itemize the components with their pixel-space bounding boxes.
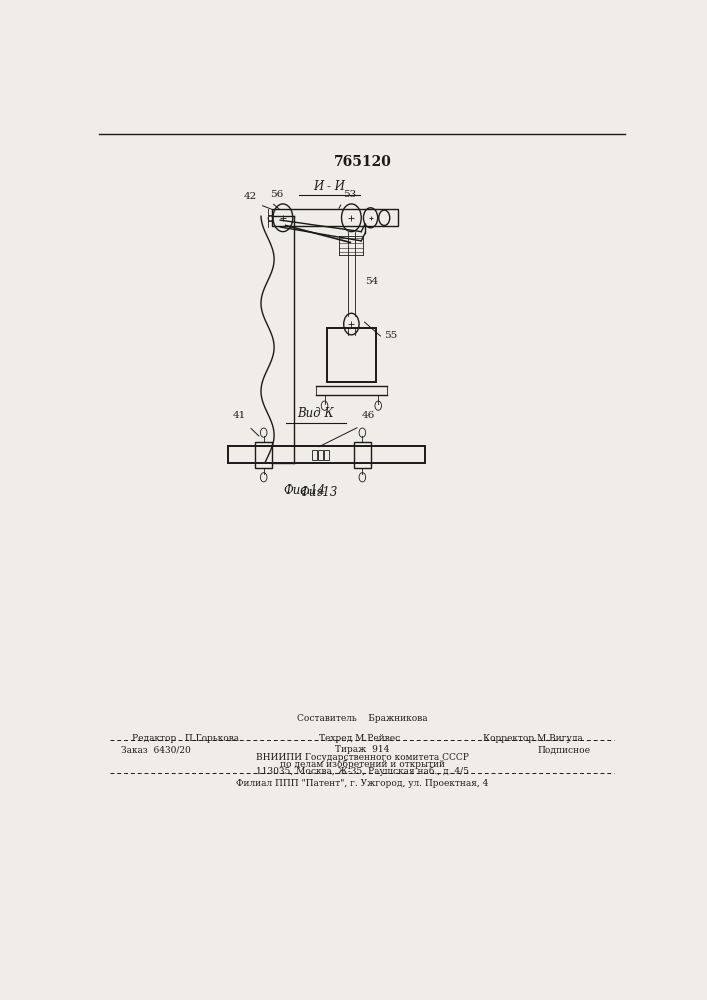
Text: Тираж  914: Тираж 914 xyxy=(335,745,390,754)
Text: 54: 54 xyxy=(365,277,378,286)
Text: 55: 55 xyxy=(385,331,397,340)
Text: 53: 53 xyxy=(343,190,356,199)
Text: Вид К: Вид К xyxy=(298,407,334,420)
Text: Фиг13: Фиг13 xyxy=(299,486,338,499)
Text: И - И: И - И xyxy=(313,180,346,193)
Text: Фиг.14: Фиг.14 xyxy=(284,484,326,497)
Text: по делам изобретений и открытий: по делам изобретений и открытий xyxy=(280,760,445,769)
Text: Корректор М.Вигула: Корректор М.Вигула xyxy=(483,734,583,743)
Bar xyxy=(354,442,370,468)
Bar xyxy=(272,209,398,226)
Text: 765120: 765120 xyxy=(334,155,391,169)
Text: Составитель    Бражникова: Составитель Бражникова xyxy=(297,714,428,723)
Bar xyxy=(228,446,426,463)
Text: 41: 41 xyxy=(233,411,246,420)
Text: Филиал ППП "Патент", г. Ужгород, ул. Проектная, 4: Филиал ППП "Патент", г. Ужгород, ул. Про… xyxy=(236,779,489,788)
Text: ВНИИПИ Государственного комитета СССР: ВНИИПИ Государственного комитета СССР xyxy=(256,753,469,762)
Text: 46: 46 xyxy=(361,411,375,420)
Text: Редактор   П.Горькова: Редактор П.Горькова xyxy=(132,734,240,743)
Bar xyxy=(327,328,376,382)
Text: Подписное: Подписное xyxy=(538,745,590,754)
Text: Заказ  6430/20: Заказ 6430/20 xyxy=(122,745,191,754)
Text: 113035, Москва, Ж-35, Раушская наб., д. 4/5: 113035, Москва, Ж-35, Раушская наб., д. … xyxy=(256,767,469,776)
Text: 56: 56 xyxy=(270,190,284,199)
Text: Техред М.Рейвес: Техред М.Рейвес xyxy=(319,734,399,743)
Bar xyxy=(317,450,323,460)
Text: 42: 42 xyxy=(244,192,257,201)
Bar xyxy=(255,442,272,468)
Bar xyxy=(312,450,317,460)
Bar xyxy=(324,450,329,460)
